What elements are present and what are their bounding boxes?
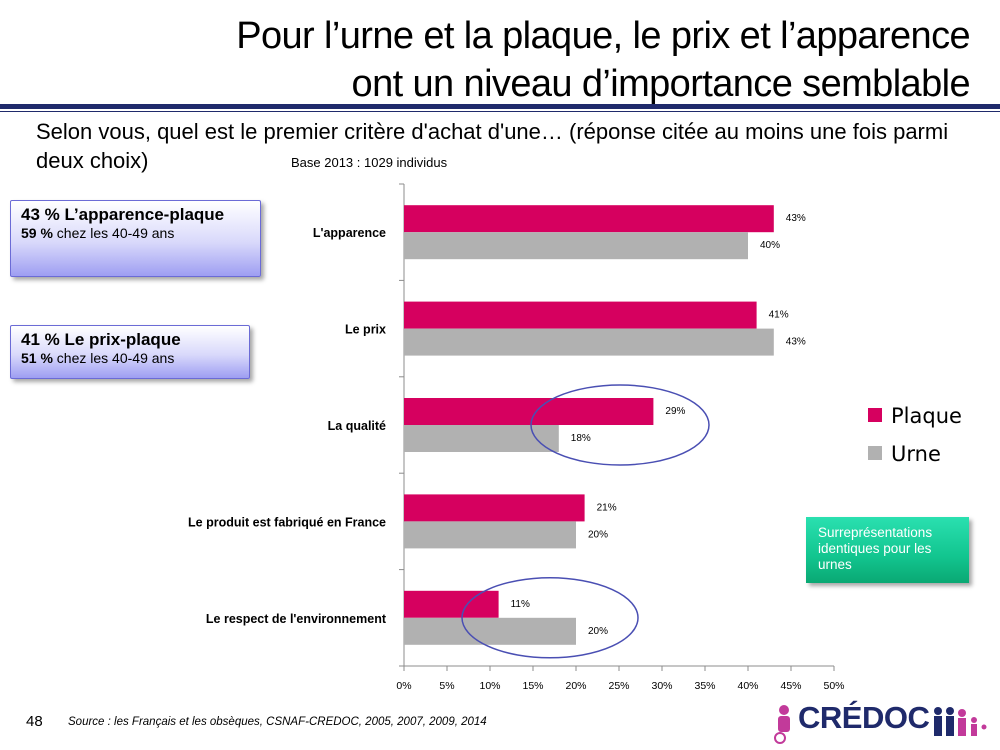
value-label: 20% bbox=[588, 529, 608, 540]
category-label: Le produit est fabriqué en France bbox=[188, 515, 386, 529]
callout-pct: 51 % bbox=[21, 350, 53, 366]
x-tick-label: 45% bbox=[780, 680, 801, 692]
value-label: 21% bbox=[597, 502, 617, 513]
bar-plaque bbox=[404, 590, 499, 618]
page-number: 48 bbox=[26, 713, 43, 730]
callout-detail: 51 % chez les 40-49 ans bbox=[21, 350, 239, 367]
bar-plaque bbox=[404, 205, 774, 233]
bar-urne bbox=[404, 232, 748, 260]
source-note: Source : les Français et les obsèques, C… bbox=[68, 716, 487, 728]
note-box: Surreprésentations identiques pour les u… bbox=[806, 517, 969, 583]
sample-base: Base 2013 : 1029 individus bbox=[291, 155, 448, 170]
x-tick-label: 15% bbox=[522, 680, 543, 692]
value-label: 29% bbox=[665, 406, 685, 417]
x-tick-label: 35% bbox=[694, 680, 715, 692]
callout-rest: chez les 40-49 ans bbox=[52, 225, 175, 241]
legend-label-plaque: Plaque bbox=[891, 404, 962, 428]
legend-swatch-urne bbox=[868, 446, 882, 460]
x-tick-label: 30% bbox=[651, 680, 672, 692]
callout-pct: 59 % bbox=[21, 225, 53, 241]
callout-prix: 41 % Le prix-plaque 51 % chez les 40-49 … bbox=[10, 325, 250, 379]
logo-figures-icon bbox=[774, 705, 987, 744]
callout-main: 43 % L’apparence-plaque bbox=[21, 205, 225, 224]
callout-apparence: 43 % L’apparence-plaque 59 % chez les 40… bbox=[10, 200, 261, 277]
legend-swatch-plaque bbox=[868, 408, 882, 422]
bar-plaque bbox=[404, 301, 757, 329]
bar-urne bbox=[404, 328, 774, 356]
category-label: Le prix bbox=[345, 323, 386, 337]
bar-urne bbox=[404, 425, 559, 452]
value-label: 40% bbox=[760, 240, 780, 251]
title-line-2: ont un niveau d’importance semblable bbox=[351, 63, 971, 105]
callout-main: 41 % Le prix-plaque bbox=[21, 330, 181, 349]
value-label: 41% bbox=[769, 310, 789, 321]
slide-title: Pour l’urne et la plaque, le prix et l’a… bbox=[170, 12, 970, 108]
x-tick-label: 25% bbox=[608, 680, 629, 692]
value-label: 18% bbox=[571, 433, 591, 444]
value-label: 43% bbox=[786, 337, 806, 348]
callout-rest: chez les 40-49 ans bbox=[52, 350, 175, 366]
x-tick-label: 10% bbox=[479, 680, 500, 692]
bar-plaque bbox=[404, 398, 654, 425]
highlight-ellipse bbox=[530, 384, 710, 466]
legend-label-urne: Urne bbox=[891, 442, 941, 466]
credoc-logo: CRÉDOC bbox=[770, 700, 992, 746]
x-tick-label: 20% bbox=[565, 680, 586, 692]
title-line-1: Pour l’urne et la plaque, le prix et l’a… bbox=[236, 15, 970, 57]
category-label: L'apparence bbox=[313, 226, 386, 240]
bar-urne bbox=[404, 521, 576, 549]
x-tick-label: 50% bbox=[823, 680, 844, 692]
value-label: 20% bbox=[588, 626, 608, 637]
x-tick-label: 0% bbox=[396, 680, 411, 692]
highlight-ellipse bbox=[461, 577, 639, 659]
x-tick-label: 5% bbox=[439, 680, 454, 692]
logo-text: CRÉDOC bbox=[798, 700, 930, 735]
bar-plaque bbox=[404, 494, 585, 522]
category-label: Le respect de l'environnement bbox=[206, 612, 387, 626]
category-label: La qualité bbox=[328, 419, 386, 433]
bar-urne bbox=[404, 617, 576, 645]
value-label: 43% bbox=[786, 213, 806, 224]
title-rule-thick bbox=[0, 104, 1000, 109]
x-tick-label: 40% bbox=[737, 680, 758, 692]
survey-question: Selon vous, quel est le premier critère … bbox=[36, 119, 949, 173]
value-label: 11% bbox=[511, 599, 530, 610]
callout-detail: 59 % chez les 40-49 ans bbox=[21, 225, 250, 242]
title-rule-thin bbox=[0, 111, 1000, 112]
